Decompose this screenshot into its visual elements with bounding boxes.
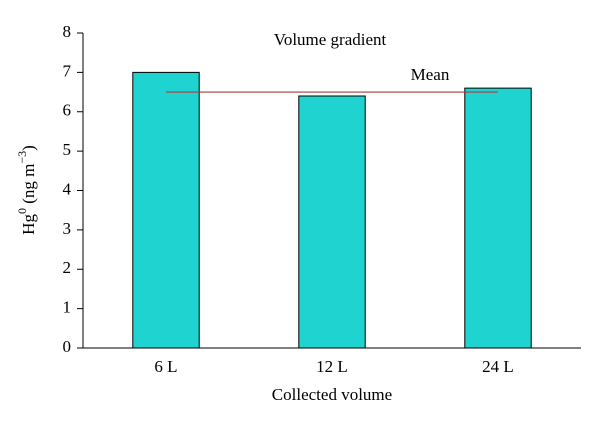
x-axis-label: Collected volume [272,385,392,404]
bar [132,71,200,349]
x-tick-label: 12 L [316,357,348,376]
y-tick-label: 6 [63,101,72,120]
bar [298,95,366,349]
y-tick-label: 4 [63,179,72,198]
y-axis-label: Hg0 (ng m−3) [15,145,38,235]
y-tick-label: 2 [63,258,72,277]
y-label-part: (ng m [19,164,38,208]
y-tick-label: 8 [63,22,72,41]
y-tick-label: 7 [63,61,72,80]
mean-label: Mean [411,65,450,84]
y-tick-label: 1 [63,298,72,317]
y-tick-label: 3 [63,219,72,238]
y-label-part: Hg [19,214,38,235]
y-tick-label: 5 [63,140,72,159]
bar [464,87,532,349]
y-tick-label: 0 [63,337,72,356]
y-label-part: ) [19,145,38,151]
x-tick-label: 24 L [482,357,514,376]
y-label-part: −3 [15,151,29,164]
y-label-part: 0 [15,208,29,214]
x-tick-label: 6 L [154,357,177,376]
chart-title: Volume gradient [274,30,387,49]
